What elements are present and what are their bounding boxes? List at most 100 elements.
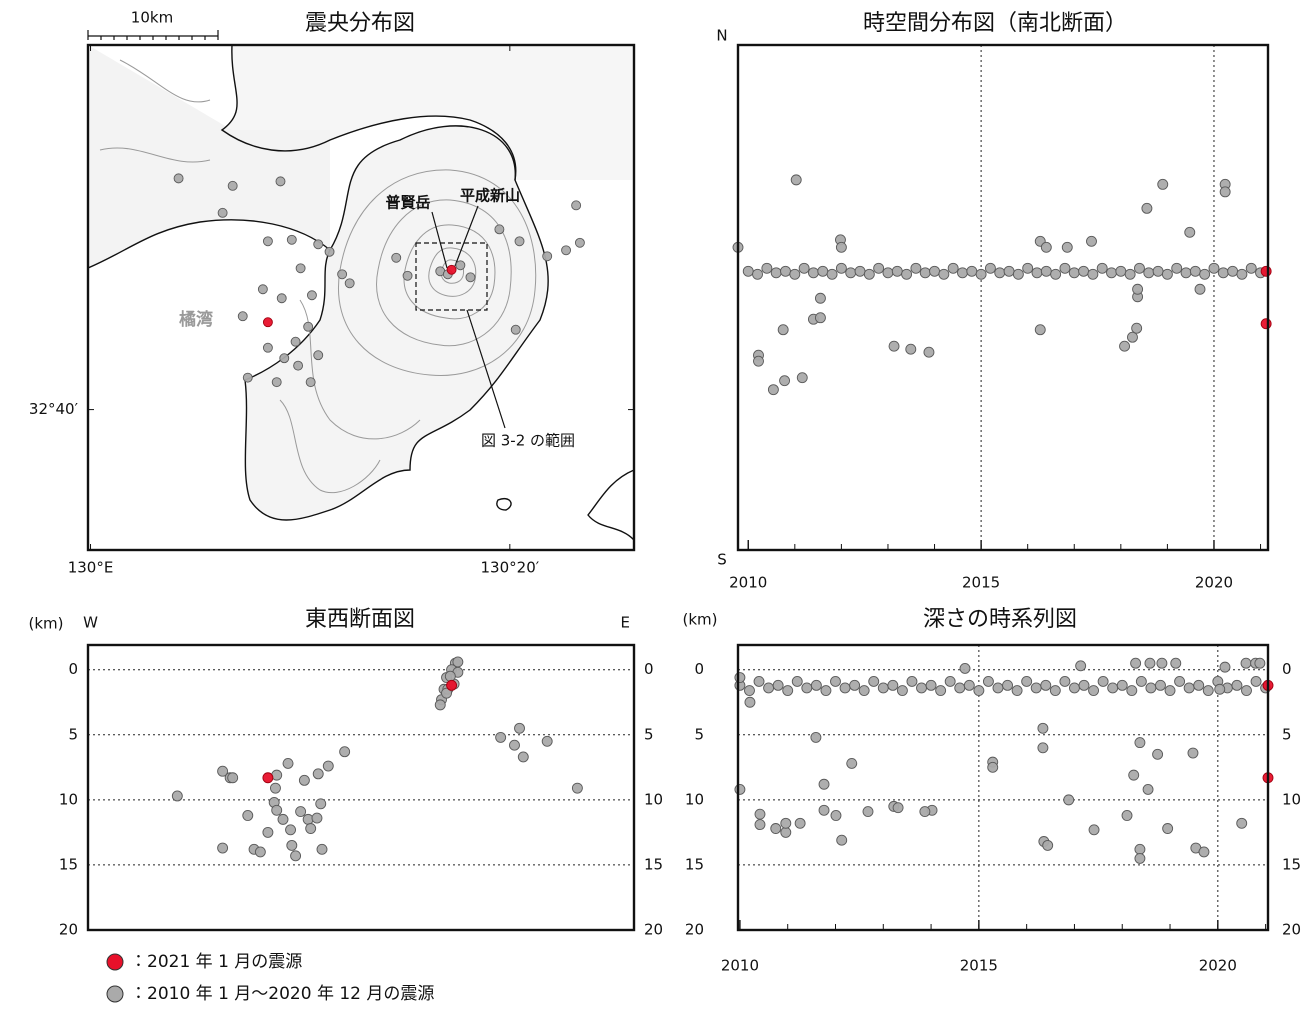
- data-point: [1141, 202, 1153, 214]
- data-point: [814, 312, 826, 324]
- data-point: [919, 806, 931, 818]
- data-point: [849, 679, 861, 691]
- y-tick-label: 10: [685, 790, 704, 808]
- data-point: [1011, 685, 1023, 696]
- data-point: [1059, 262, 1071, 274]
- data-point: [810, 679, 822, 691]
- data-point: [344, 278, 355, 289]
- data-point: [782, 685, 794, 696]
- y-tick-label: 15: [59, 855, 78, 873]
- data-point: [919, 267, 931, 279]
- ns-title: 時空間分布図（南北断面）: [863, 11, 1127, 36]
- data-point: [495, 731, 507, 743]
- y2-tick-label: 20: [644, 921, 663, 939]
- data-point: [1219, 186, 1231, 198]
- data-point: [1121, 810, 1133, 821]
- y2-tick-label: 15: [644, 855, 663, 873]
- data-point: [1037, 722, 1049, 734]
- data-point: [779, 375, 791, 387]
- data-point: [1184, 226, 1196, 238]
- data-point: [891, 265, 903, 277]
- data-point: [494, 224, 505, 235]
- data-point: [1180, 267, 1192, 279]
- data-point: [1174, 675, 1186, 687]
- y-tick-label: 15: [685, 855, 704, 873]
- data-point: [1127, 331, 1138, 343]
- data-point: [761, 262, 773, 274]
- data-point: [561, 245, 572, 256]
- data-point: [780, 265, 791, 277]
- data-point: [316, 843, 328, 855]
- y-tick-label: 5: [694, 725, 704, 743]
- data-point: [1217, 267, 1229, 279]
- data-point: [402, 270, 413, 281]
- map-title: 震央分布図: [305, 11, 415, 36]
- data-point: [807, 267, 819, 279]
- legend-label: ：2010 年 1 月～2020 年 12 月の震源: [130, 984, 434, 1004]
- data-point: [826, 268, 838, 280]
- data-point: [957, 267, 968, 279]
- data-point: [282, 757, 294, 769]
- data-point: [509, 739, 520, 751]
- data-point: [1198, 846, 1210, 858]
- data-point: [1156, 657, 1168, 669]
- ew-title: 東西断面図: [305, 607, 415, 632]
- data-point: [947, 262, 959, 274]
- data-point: [1022, 262, 1034, 274]
- data-point: [873, 262, 885, 274]
- data-point: [830, 675, 841, 687]
- data-point: [954, 682, 966, 694]
- data-point: [455, 260, 466, 271]
- data-point: [173, 173, 184, 184]
- data-point: [1134, 737, 1146, 749]
- plot-frame: [86, 643, 636, 932]
- data-point: [276, 293, 287, 304]
- data-point: [1097, 675, 1109, 687]
- data-point: [1145, 682, 1157, 694]
- data-point: [1260, 318, 1272, 330]
- data-point: [1135, 675, 1147, 687]
- data-point: [322, 760, 334, 772]
- data-point: [1059, 675, 1071, 687]
- data-point: [984, 262, 996, 274]
- data-point: [1030, 682, 1042, 694]
- data-point: [818, 778, 830, 790]
- data-point: [742, 265, 754, 277]
- data-point: [277, 813, 289, 825]
- data-point: [242, 810, 254, 821]
- data-point: [1171, 262, 1183, 274]
- data-point: [1086, 235, 1097, 247]
- data-point: [446, 679, 458, 691]
- data-point: [975, 268, 987, 280]
- data-point: [339, 746, 351, 758]
- legend-marker: [106, 985, 124, 1003]
- data-point: [298, 774, 310, 786]
- data-point: [814, 292, 826, 304]
- data-point: [275, 176, 286, 187]
- x-tick-label: 2020: [1199, 957, 1237, 975]
- data-point: [227, 772, 239, 784]
- data-point: [817, 265, 829, 277]
- data-point: [1088, 824, 1100, 836]
- data-point: [1134, 852, 1146, 864]
- data-point: [1214, 683, 1226, 695]
- annotation: 平成新山: [460, 187, 520, 205]
- y2-tick-label: 0: [1282, 660, 1292, 678]
- data-point: [542, 251, 553, 262]
- data-point: [923, 346, 935, 358]
- data-point: [286, 234, 297, 245]
- data-point: [845, 267, 857, 279]
- data-point: [227, 180, 238, 191]
- data-point: [754, 819, 766, 831]
- annotation: 普賢岳: [385, 194, 430, 212]
- data-point: [905, 343, 917, 355]
- data-point: [846, 757, 858, 769]
- x-tick-label: W: [83, 614, 98, 632]
- data-point: [830, 810, 842, 821]
- data-point: [1260, 265, 1272, 277]
- data-point: [295, 263, 306, 274]
- data-point: [290, 336, 301, 347]
- y2-tick-label: 10: [644, 790, 663, 808]
- data-point: [242, 372, 253, 383]
- data-point: [753, 675, 765, 687]
